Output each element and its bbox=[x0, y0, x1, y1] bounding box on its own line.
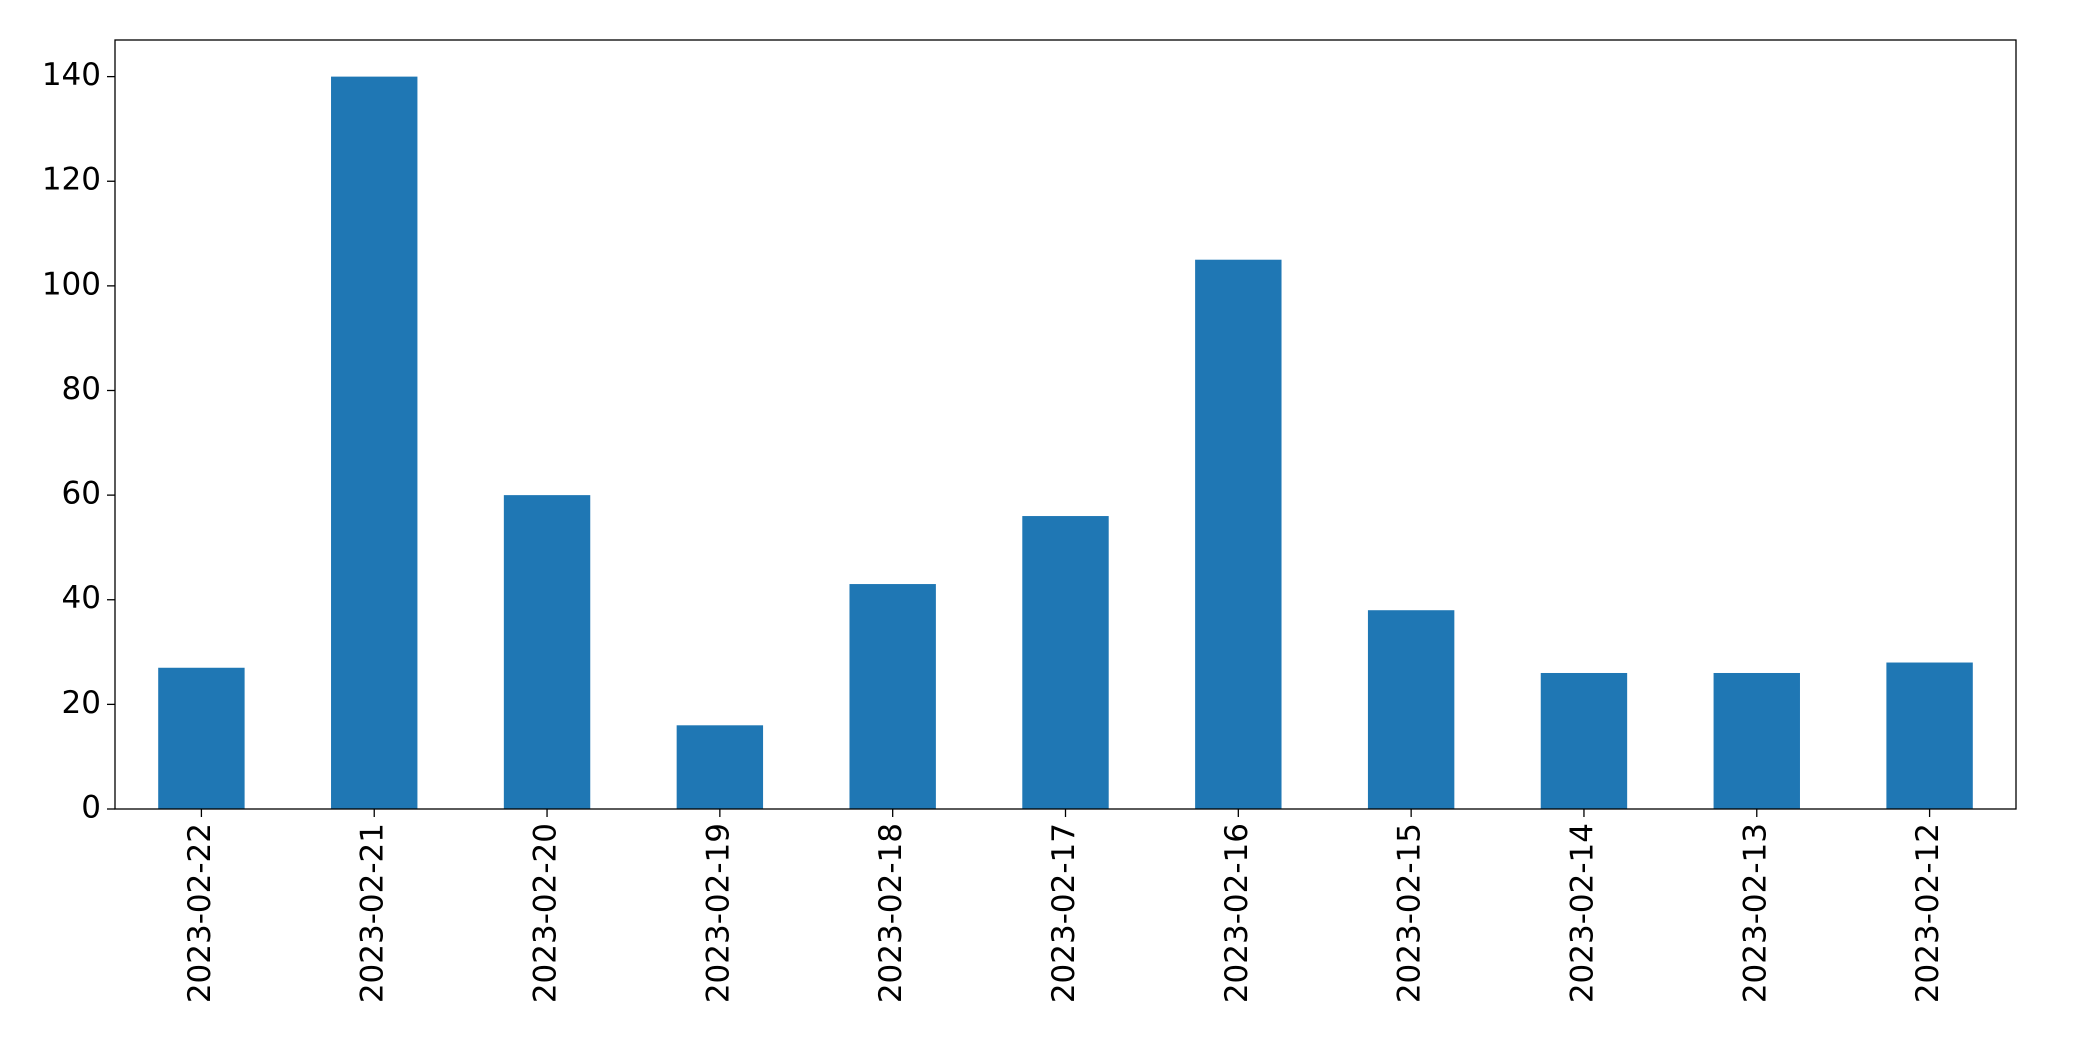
x-tick-label: 2023-02-18 bbox=[873, 823, 909, 1003]
x-tick-label: 2023-02-13 bbox=[1737, 823, 1773, 1003]
bar bbox=[1195, 259, 1282, 809]
bar bbox=[331, 76, 418, 810]
y-tick-label: 0 bbox=[81, 790, 101, 826]
bar bbox=[158, 667, 245, 809]
y-tick-label: 40 bbox=[62, 580, 101, 616]
bar bbox=[1022, 516, 1109, 809]
x-tick-label: 2023-02-16 bbox=[1219, 823, 1255, 1003]
x-tick-label: 2023-02-20 bbox=[528, 823, 564, 1003]
y-tick-label: 80 bbox=[62, 371, 101, 407]
bar bbox=[1886, 662, 1973, 809]
x-tick-label: 2023-02-12 bbox=[1910, 823, 1946, 1003]
x-tick-label: 2023-02-15 bbox=[1392, 823, 1428, 1003]
y-tick-label: 20 bbox=[62, 685, 101, 721]
y-tick-label: 120 bbox=[42, 162, 101, 198]
x-tick-label: 2023-02-19 bbox=[700, 823, 736, 1003]
plot-frame bbox=[114, 39, 2017, 810]
x-tick-label: 2023-02-14 bbox=[1564, 823, 1600, 1003]
bar bbox=[676, 725, 764, 809]
y-tick-label: 100 bbox=[42, 266, 101, 302]
bar bbox=[849, 584, 936, 809]
bar bbox=[503, 495, 591, 809]
x-tick-label: 2023-02-21 bbox=[355, 823, 391, 1003]
y-tick-label: 140 bbox=[42, 57, 101, 93]
y-tick-label: 60 bbox=[62, 476, 101, 512]
x-tick-label: 2023-02-22 bbox=[182, 823, 218, 1003]
bar bbox=[1367, 610, 1455, 809]
bar bbox=[1540, 672, 1628, 809]
bar bbox=[1713, 672, 1800, 809]
x-tick-label: 2023-02-17 bbox=[1046, 823, 1082, 1003]
